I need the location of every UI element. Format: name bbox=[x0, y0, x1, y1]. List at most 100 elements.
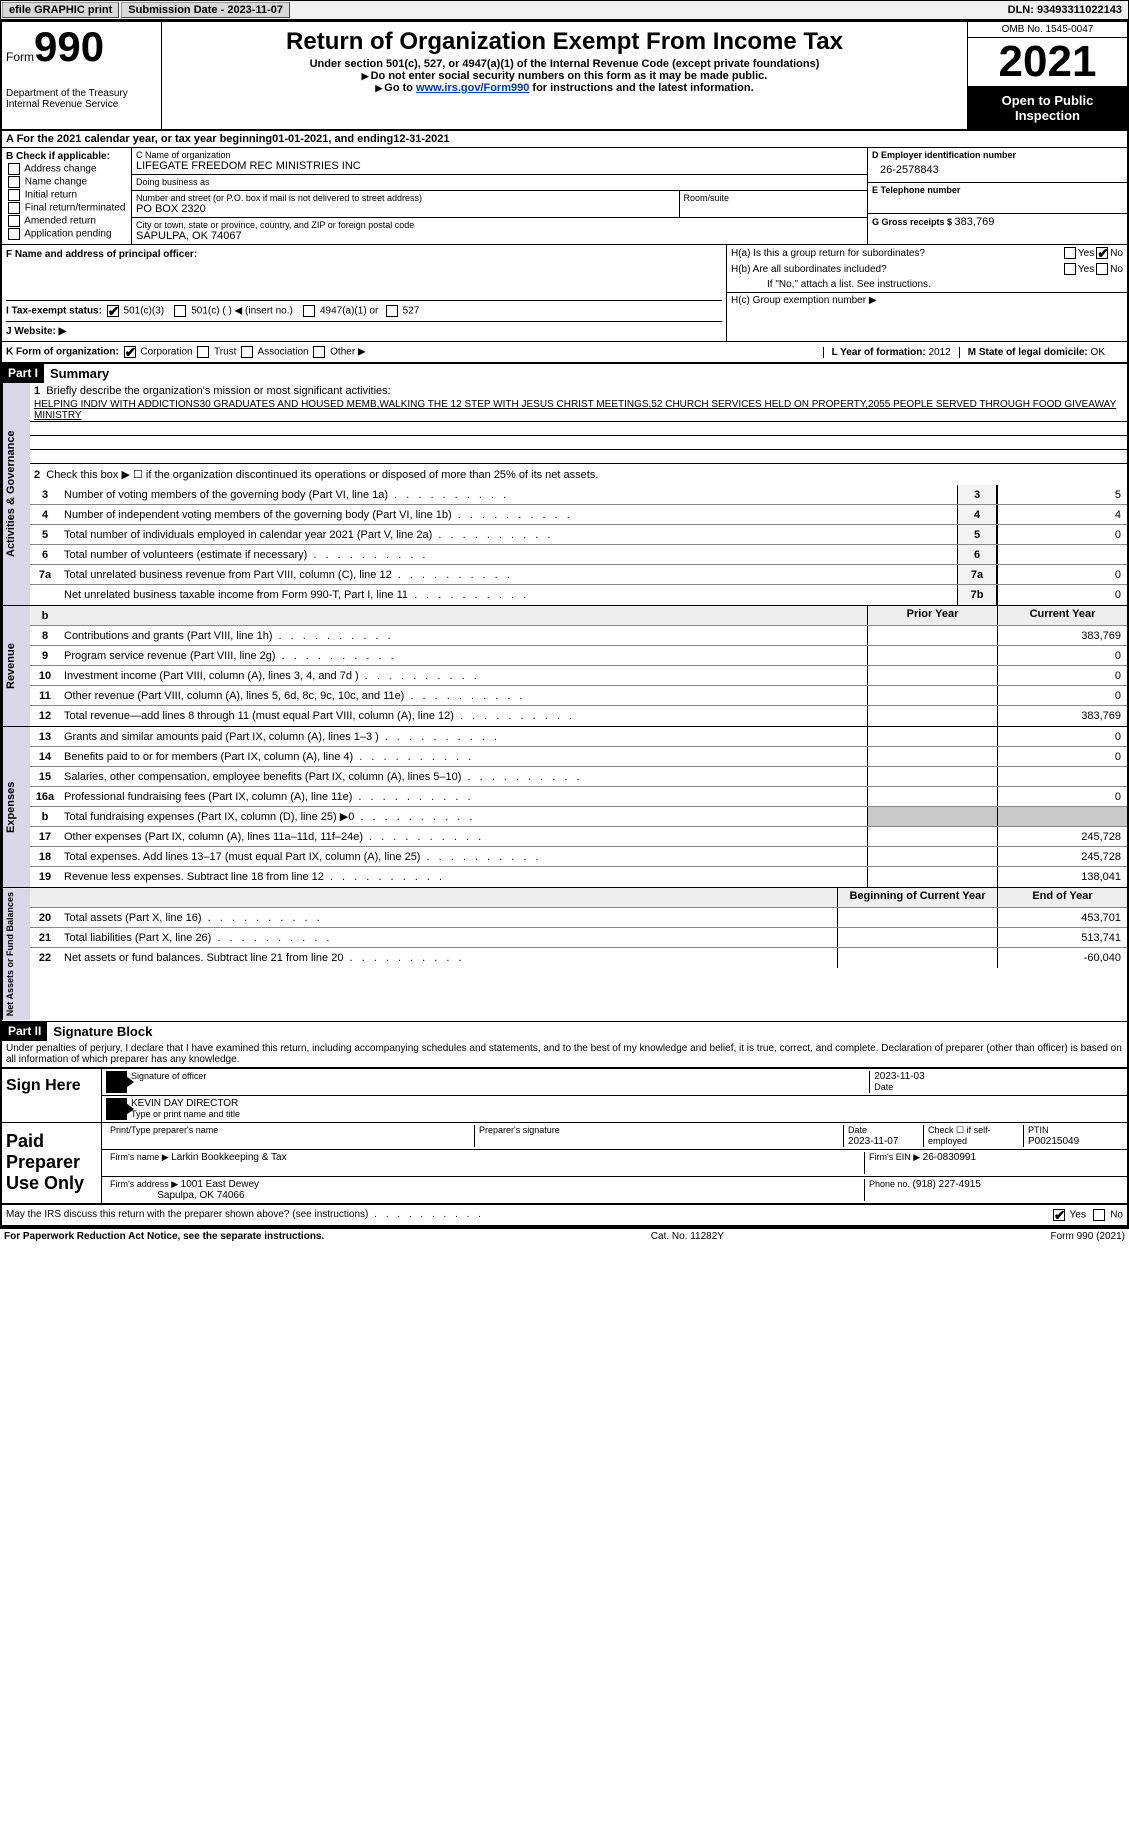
ha-question: H(a) Is this a group return for subordin… bbox=[731, 248, 1062, 259]
hb-question: H(b) Are all subordinates included? bbox=[731, 264, 1062, 275]
chk-527[interactable] bbox=[386, 305, 398, 317]
end-year-header: End of Year bbox=[997, 888, 1127, 907]
line-num: 5 bbox=[30, 527, 60, 543]
prior-val bbox=[867, 867, 997, 887]
table-row: 18 Total expenses. Add lines 13–17 (must… bbox=[30, 847, 1127, 867]
line-desc: Net assets or fund balances. Subtract li… bbox=[60, 950, 837, 966]
table-row: 13 Grants and similar amounts paid (Part… bbox=[30, 727, 1127, 747]
cell-dba: Doing business as bbox=[132, 175, 867, 191]
table-row: 16a Professional fundraising fees (Part … bbox=[30, 787, 1127, 807]
footer-cat: Cat. No. 11282Y bbox=[651, 1231, 724, 1242]
year-formation: 2012 bbox=[928, 347, 950, 358]
lbl-trust: Trust bbox=[214, 347, 236, 358]
discuss-row: May the IRS discuss this return with the… bbox=[2, 1204, 1127, 1225]
chk-initial-return[interactable]: Initial return bbox=[6, 189, 127, 201]
submission-date-button[interactable]: Submission Date - 2023-11-07 bbox=[121, 2, 290, 18]
cell-org-name: C Name of organization LIFEGATE FREEDOM … bbox=[132, 148, 867, 175]
table-row: 7a Total unrelated business revenue from… bbox=[30, 565, 1127, 585]
dept-label: Department of the Treasury Internal Reve… bbox=[6, 88, 157, 110]
chk-hb-yes[interactable] bbox=[1064, 263, 1076, 275]
lbl-amended: Amended return bbox=[24, 216, 96, 227]
current-val: 0 bbox=[997, 727, 1127, 746]
part1-header: Part I bbox=[2, 364, 44, 383]
form-subtitle: Under section 501(c), 527, or 4947(a)(1)… bbox=[170, 58, 959, 70]
current-val: 0 bbox=[997, 747, 1127, 766]
self-employed-check[interactable]: Check ☐ if self-employed bbox=[923, 1125, 1023, 1147]
lbl-final-return: Final return/terminated bbox=[25, 203, 126, 214]
side-revenue: Revenue bbox=[2, 606, 30, 726]
chk-ha-no[interactable] bbox=[1096, 247, 1108, 259]
m-label: M State of legal domicile: bbox=[968, 347, 1091, 358]
current-val: 0 bbox=[997, 686, 1127, 705]
chk-app-pending[interactable]: Application pending bbox=[6, 228, 127, 240]
line-num: 14 bbox=[30, 749, 60, 765]
chk-501c3[interactable] bbox=[107, 305, 119, 317]
cell-room: Room/suite bbox=[680, 191, 868, 218]
table-row: 15 Salaries, other compensation, employe… bbox=[30, 767, 1127, 787]
sig-date: 2023-11-03 bbox=[874, 1071, 924, 1082]
chk-corp[interactable] bbox=[124, 346, 136, 358]
table-row: 12 Total revenue—add lines 8 through 11 … bbox=[30, 706, 1127, 726]
line-num: 22 bbox=[30, 950, 60, 966]
line-num: 15 bbox=[30, 769, 60, 785]
chk-4947[interactable] bbox=[303, 305, 315, 317]
line-val: 0 bbox=[997, 565, 1127, 584]
current-val: 383,769 bbox=[997, 626, 1127, 645]
chk-assoc[interactable] bbox=[241, 346, 253, 358]
line-num bbox=[30, 593, 60, 597]
efile-print-button[interactable]: efile GRAPHIC print bbox=[2, 2, 119, 18]
address-label: Number and street (or P.O. box if mail i… bbox=[136, 193, 675, 203]
note-instructions: for instructions and the latest informat… bbox=[529, 82, 753, 94]
table-row: 14 Benefits paid to or for members (Part… bbox=[30, 747, 1127, 767]
chk-address-change[interactable]: Address change bbox=[6, 163, 127, 175]
hb-yes: Yes bbox=[1078, 264, 1094, 275]
table-row: 10 Investment income (Part VIII, column … bbox=[30, 666, 1127, 686]
line-box: 7b bbox=[957, 585, 997, 605]
lbl-assoc: Association bbox=[257, 347, 308, 358]
chk-other[interactable] bbox=[313, 346, 325, 358]
section-b-to-g: B Check if applicable: Address change Na… bbox=[2, 148, 1127, 245]
row-ha: H(a) Is this a group return for subordin… bbox=[727, 245, 1127, 261]
prior-val bbox=[867, 767, 997, 786]
public-badge: Open to Public Inspection bbox=[968, 87, 1127, 129]
chk-trust[interactable] bbox=[197, 346, 209, 358]
current-val: 0 bbox=[997, 787, 1127, 806]
irs-link[interactable]: www.irs.gov/Form990 bbox=[416, 82, 529, 94]
firm-phone: (918) 227-4915 bbox=[913, 1179, 981, 1190]
table-row: 5 Total number of individuals employed i… bbox=[30, 525, 1127, 545]
chk-final-return[interactable]: Final return/terminated bbox=[6, 202, 127, 214]
chk-hb-no[interactable] bbox=[1096, 263, 1108, 275]
line-val: 4 bbox=[997, 505, 1127, 524]
line-num: 19 bbox=[30, 869, 60, 885]
line-val: 5 bbox=[997, 485, 1127, 504]
line-box: 6 bbox=[957, 545, 997, 564]
tax-status-label: I Tax-exempt status: bbox=[6, 306, 102, 317]
current-val: -60,040 bbox=[997, 948, 1127, 968]
current-val bbox=[997, 807, 1127, 826]
current-val: 0 bbox=[997, 646, 1127, 665]
chk-discuss-no[interactable] bbox=[1093, 1209, 1105, 1221]
chk-ha-yes[interactable] bbox=[1064, 247, 1076, 259]
current-val bbox=[997, 767, 1127, 786]
discuss-question: May the IRS discuss this return with the… bbox=[6, 1209, 1051, 1221]
prior-val bbox=[867, 847, 997, 866]
chk-name-change[interactable]: Name change bbox=[6, 176, 127, 188]
prep-date-label: Date bbox=[848, 1125, 867, 1135]
form-header: Form990 Department of the Treasury Inter… bbox=[2, 22, 1127, 131]
chk-501c[interactable] bbox=[174, 305, 186, 317]
form-title: Return of Organization Exempt From Incom… bbox=[170, 28, 959, 56]
declaration-text: Under penalties of perjury, I declare th… bbox=[2, 1041, 1127, 1067]
line-num: 20 bbox=[30, 910, 60, 926]
page-footer: For Paperwork Reduction Act Notice, see … bbox=[0, 1227, 1129, 1244]
prior-val bbox=[867, 727, 997, 746]
header-left: Form990 Department of the Treasury Inter… bbox=[2, 22, 162, 129]
gross-receipts: 383,769 bbox=[955, 216, 995, 228]
chk-amended[interactable]: Amended return bbox=[6, 215, 127, 227]
lbl-name-change: Name change bbox=[25, 177, 87, 188]
chk-discuss-yes[interactable] bbox=[1053, 1209, 1065, 1221]
gross-label: G Gross receipts $ bbox=[872, 217, 955, 227]
dln-value: 93493311022143 bbox=[1037, 4, 1122, 16]
line-desc: Number of independent voting members of … bbox=[60, 507, 957, 523]
part2-title: Signature Block bbox=[47, 1022, 158, 1041]
current-val: 513,741 bbox=[997, 928, 1127, 947]
